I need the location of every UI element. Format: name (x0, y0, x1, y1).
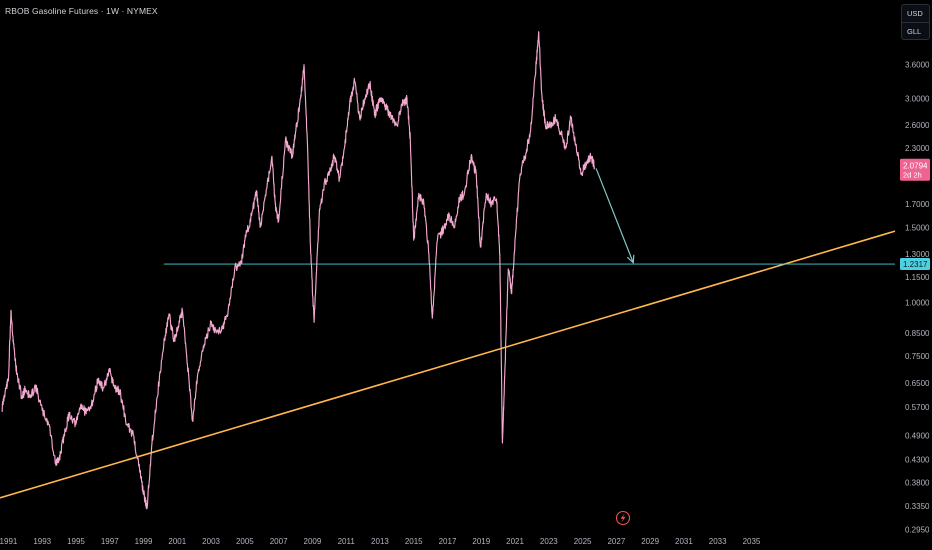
y-tick-label: 2.3000 (905, 144, 930, 153)
y-tick-label: 0.3350 (905, 502, 930, 511)
bar-countdown-label: 2d 2h (903, 171, 922, 180)
trendline (0, 230, 896, 499)
x-tick-label: 2027 (607, 537, 625, 546)
y-tick-label: 1.5000 (905, 223, 930, 232)
x-tick-label: 2029 (641, 537, 659, 546)
tradingview-logo-icon (615, 510, 631, 526)
y-tick-label: 0.6500 (905, 379, 930, 388)
x-tick-label: 1991 (0, 537, 18, 546)
x-tick-label: 2009 (304, 537, 322, 546)
y-tick-label: 1.0000 (905, 299, 930, 308)
y-tick-label: 0.5700 (905, 403, 930, 412)
y-tick-label: 0.2950 (905, 526, 930, 535)
y-tick-label: 0.3800 (905, 479, 930, 488)
y-tick-label: 3.0000 (905, 95, 930, 104)
x-tick-label: 2035 (743, 537, 761, 546)
chart-title: RBOB Gasoline Futures · 1W · NYMEX (5, 6, 158, 16)
unit-label[interactable]: GLL (902, 22, 929, 40)
currency-unit-selector[interactable]: USD GLL (901, 4, 930, 40)
x-tick-label: 1993 (33, 537, 51, 546)
x-tick-label: 2031 (675, 537, 693, 546)
level-price-badge (900, 258, 930, 271)
x-tick-label: 2021 (506, 537, 524, 546)
x-tick-label: 1999 (135, 537, 153, 546)
price-series-line (1, 31, 595, 510)
projection-arrow (595, 168, 634, 263)
projection-arrow-head-icon (626, 254, 635, 265)
x-tick-label: 2003 (202, 537, 220, 546)
y-tick-label: 2.6000 (905, 121, 930, 130)
last-price-badge (900, 158, 930, 181)
x-tick-label: 2023 (540, 537, 558, 546)
x-tick-label: 2007 (270, 537, 288, 546)
y-tick-label: 3.6000 (905, 61, 930, 70)
y-tick-label: 0.4900 (905, 431, 930, 440)
x-tick-label: 2011 (338, 537, 356, 546)
x-tick-label: 2019 (472, 537, 490, 546)
last-price-label: 2.0794 (903, 162, 928, 171)
level-price-label: 1.2317 (903, 260, 928, 269)
x-tick-label: 2013 (371, 537, 389, 546)
x-tick-label: 2005 (236, 537, 254, 546)
x-tick-label: 1997 (101, 537, 119, 546)
x-tick-label: 2017 (439, 537, 457, 546)
currency-label[interactable]: USD (907, 9, 923, 18)
y-tick-label: 1.3000 (905, 250, 930, 259)
x-tick-label: 2001 (168, 537, 186, 546)
y-tick-label: 0.7500 (905, 352, 930, 361)
y-tick-label: 1.1500 (905, 273, 930, 282)
y-tick-label: 0.4300 (905, 456, 930, 465)
y-tick-label: 0.8500 (905, 329, 930, 338)
y-tick-label: 1.7000 (905, 200, 930, 209)
x-tick-label: 2033 (709, 537, 727, 546)
x-tick-label: 2025 (574, 537, 592, 546)
x-tick-label: 1995 (67, 537, 85, 546)
x-tick-label: 2015 (405, 537, 423, 546)
